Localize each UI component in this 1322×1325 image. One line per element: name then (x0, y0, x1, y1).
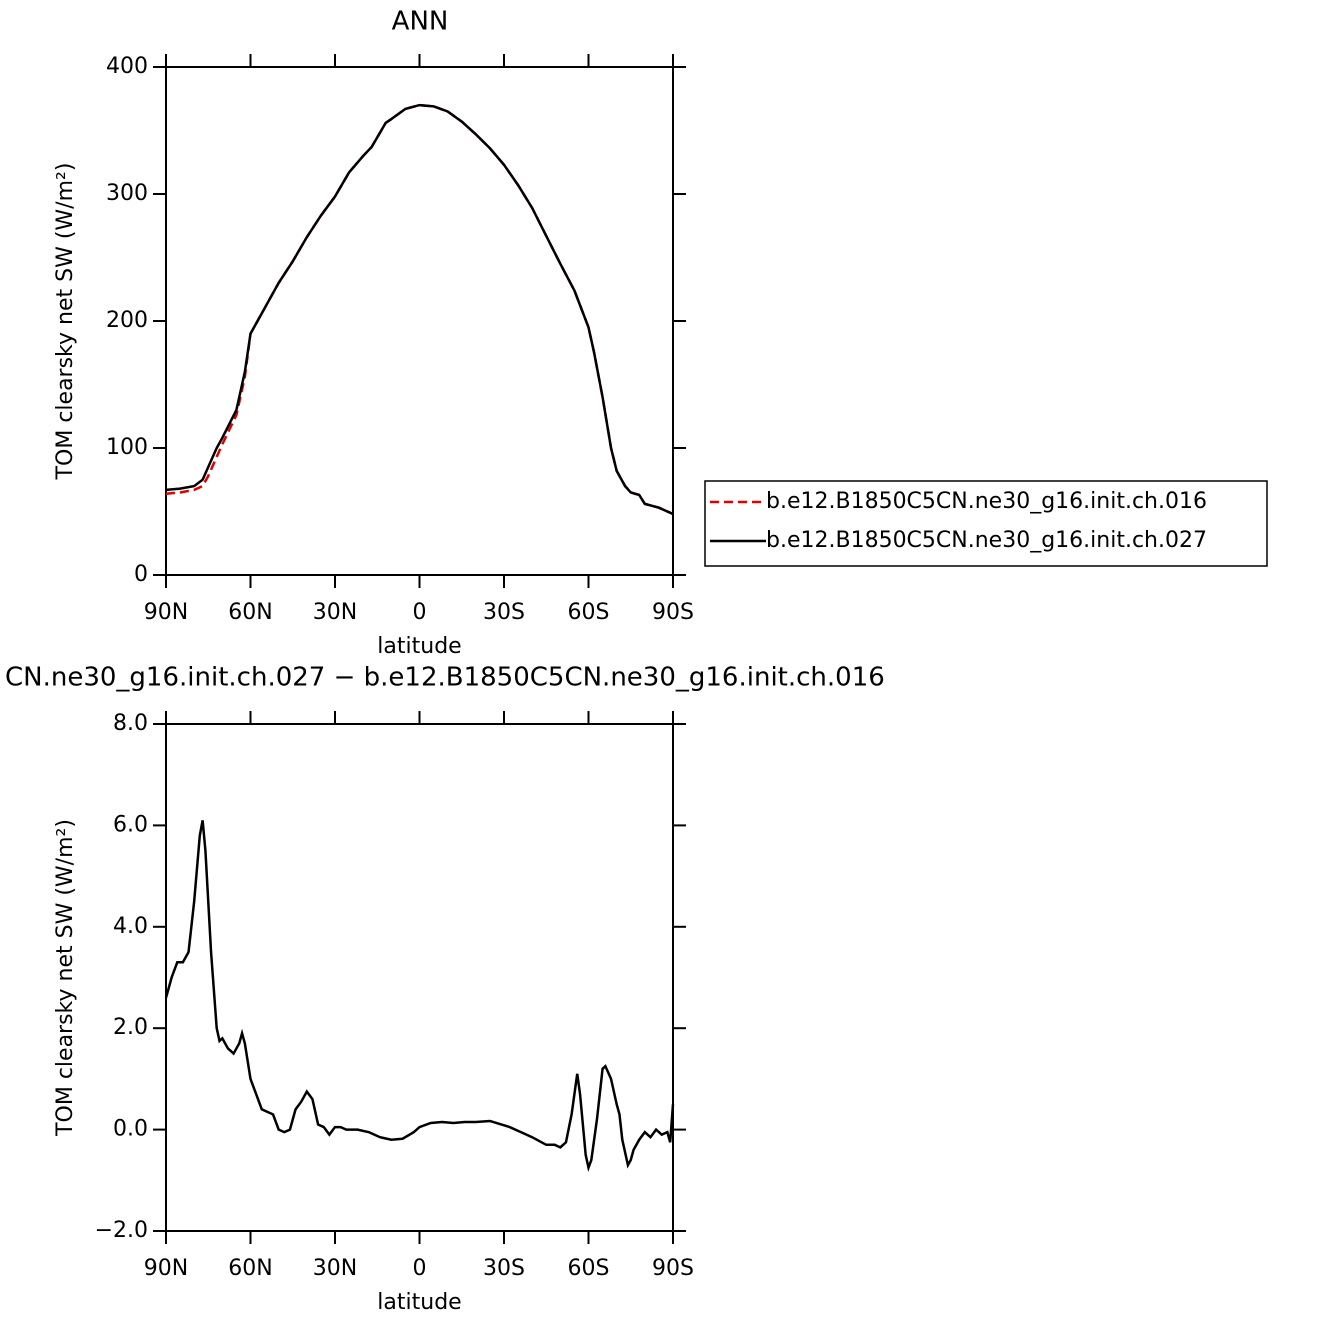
x-axis-label: latitude (377, 634, 461, 659)
y-tick-label: 8.0 (113, 711, 148, 736)
y-tick-label: 100 (106, 435, 148, 460)
y-axis-label: TOM clearsky net SW (W/m²) (53, 163, 78, 481)
y-tick-label: 2.0 (113, 1015, 148, 1040)
y-tick-label: 6.0 (113, 812, 148, 837)
x-tick-label: 30N (313, 1256, 357, 1281)
x-tick-label: 0 (413, 600, 427, 625)
series-line (165, 103, 674, 516)
y-tick-label: 400 (106, 54, 148, 79)
x-tick-label: 60N (228, 600, 272, 625)
plot-frame (165, 66, 674, 576)
x-tick-label: 90N (144, 600, 188, 625)
y-tick-label: 0.0 (113, 1117, 148, 1142)
x-tick-label: 30S (483, 600, 525, 625)
x-tick-label: 90S (652, 600, 694, 625)
plot-frame (165, 723, 674, 1232)
legend-box (704, 480, 1268, 567)
y-tick-label: −2.0 (95, 1218, 148, 1243)
series-line (164, 820, 675, 1173)
legend-label: b.e12.B1850C5CN.ne30_g16.init.ch.016 (766, 489, 1207, 514)
y-tick-label: 200 (106, 308, 148, 333)
x-tick-label: 60S (568, 600, 610, 625)
series-line (165, 103, 674, 516)
x-tick-label: 60S (568, 1256, 610, 1281)
y-tick-label: 300 (106, 181, 148, 206)
x-axis-label: latitude (377, 1290, 461, 1315)
x-tick-label: 30N (313, 600, 357, 625)
x-tick-label: 30S (483, 1256, 525, 1281)
x-tick-label: 90N (144, 1256, 188, 1281)
x-tick-label: 60N (228, 1256, 272, 1281)
legend-label: b.e12.B1850C5CN.ne30_g16.init.ch.027 (766, 528, 1207, 553)
y-axis-label: TOM clearsky net SW (W/m²) (53, 819, 78, 1137)
x-tick-label: 90S (652, 1256, 694, 1281)
x-tick-label: 0 (413, 1256, 427, 1281)
chart-title: ANN (392, 7, 449, 37)
y-tick-label: 0 (134, 562, 148, 587)
y-tick-label: 4.0 (113, 914, 148, 939)
chart-title: CN.ne30_g16.init.ch.027 − b.e12.B1850C5C… (5, 663, 885, 693)
